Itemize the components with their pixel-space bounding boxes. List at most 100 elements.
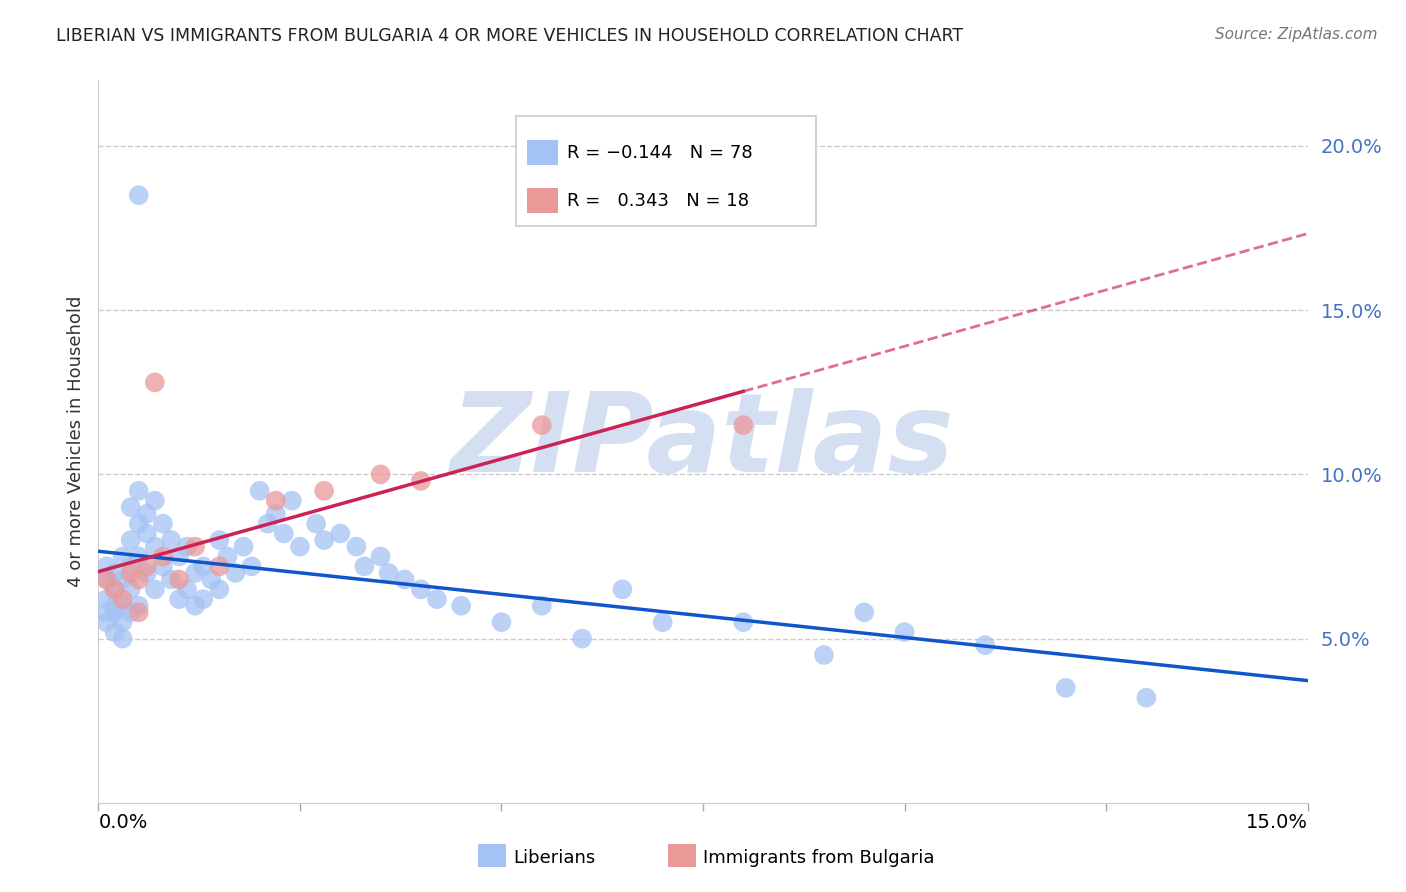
Point <box>152 516 174 531</box>
Point <box>409 582 432 597</box>
Point <box>193 559 215 574</box>
Point <box>111 632 134 646</box>
Point <box>143 582 166 597</box>
Point <box>314 483 336 498</box>
Point <box>974 638 997 652</box>
Point <box>184 540 207 554</box>
Point <box>128 483 150 498</box>
Point <box>200 573 222 587</box>
Point <box>96 615 118 630</box>
Text: 15.0%: 15.0% <box>1246 813 1308 832</box>
Point <box>135 559 157 574</box>
Point <box>394 573 416 587</box>
Point <box>733 615 755 630</box>
Point <box>152 559 174 574</box>
Y-axis label: 4 or more Vehicles in Household: 4 or more Vehicles in Household <box>66 296 84 587</box>
Text: R = −0.144   N = 78: R = −0.144 N = 78 <box>567 144 752 161</box>
Point <box>128 573 150 587</box>
Point <box>176 540 198 554</box>
Point <box>120 559 142 574</box>
Point <box>530 418 553 433</box>
Point <box>167 592 190 607</box>
Text: Liberians: Liberians <box>513 849 595 867</box>
Point <box>111 615 134 630</box>
Point <box>305 516 328 531</box>
Point <box>217 549 239 564</box>
Point <box>111 592 134 607</box>
Point <box>184 599 207 613</box>
Point <box>120 582 142 597</box>
Point <box>176 582 198 597</box>
Text: Source: ZipAtlas.com: Source: ZipAtlas.com <box>1215 27 1378 42</box>
Point <box>167 573 190 587</box>
Point <box>111 599 134 613</box>
Point <box>128 599 150 613</box>
Point <box>120 500 142 515</box>
Text: ZIPatlas: ZIPatlas <box>451 388 955 495</box>
Point <box>240 559 263 574</box>
Point <box>256 516 278 531</box>
Point <box>370 549 392 564</box>
Point <box>281 493 304 508</box>
Point <box>273 526 295 541</box>
Point <box>232 540 254 554</box>
Point <box>128 605 150 619</box>
Point <box>1135 690 1157 705</box>
Point <box>143 493 166 508</box>
Point <box>208 582 231 597</box>
Point <box>96 559 118 574</box>
Point <box>314 533 336 547</box>
Point <box>264 507 287 521</box>
Point <box>893 625 915 640</box>
Point <box>377 566 399 580</box>
Point <box>370 467 392 482</box>
Point <box>264 493 287 508</box>
Point <box>160 573 183 587</box>
Point <box>733 418 755 433</box>
Point <box>103 582 125 597</box>
Point <box>120 605 142 619</box>
Point <box>530 599 553 613</box>
Point <box>491 615 513 630</box>
Text: R =   0.343   N = 18: R = 0.343 N = 18 <box>567 192 749 210</box>
Point <box>128 549 150 564</box>
Text: Immigrants from Bulgaria: Immigrants from Bulgaria <box>703 849 935 867</box>
Point <box>111 573 134 587</box>
Point <box>409 474 432 488</box>
Point <box>353 559 375 574</box>
Point <box>1054 681 1077 695</box>
Point <box>96 592 118 607</box>
Point <box>612 582 634 597</box>
Point <box>120 533 142 547</box>
Point <box>853 605 876 619</box>
Point <box>103 599 125 613</box>
Point <box>103 566 125 580</box>
Point <box>208 533 231 547</box>
Point <box>96 573 118 587</box>
Point <box>96 573 118 587</box>
Point <box>208 559 231 574</box>
Point <box>193 592 215 607</box>
Point <box>651 615 673 630</box>
Point <box>135 526 157 541</box>
Point <box>813 648 835 662</box>
Point <box>120 566 142 580</box>
Point <box>152 549 174 564</box>
Point <box>344 540 367 554</box>
Point <box>571 632 593 646</box>
Point <box>128 188 150 202</box>
Point <box>329 526 352 541</box>
Text: 0.0%: 0.0% <box>98 813 148 832</box>
Point <box>249 483 271 498</box>
Point <box>103 625 125 640</box>
Text: LIBERIAN VS IMMIGRANTS FROM BULGARIA 4 OR MORE VEHICLES IN HOUSEHOLD CORRELATION: LIBERIAN VS IMMIGRANTS FROM BULGARIA 4 O… <box>56 27 963 45</box>
Point <box>184 566 207 580</box>
Point <box>167 549 190 564</box>
Point <box>160 533 183 547</box>
Point <box>288 540 311 554</box>
Point <box>96 605 118 619</box>
Point <box>426 592 449 607</box>
Point <box>103 582 125 597</box>
Point <box>143 376 166 390</box>
Point <box>450 599 472 613</box>
